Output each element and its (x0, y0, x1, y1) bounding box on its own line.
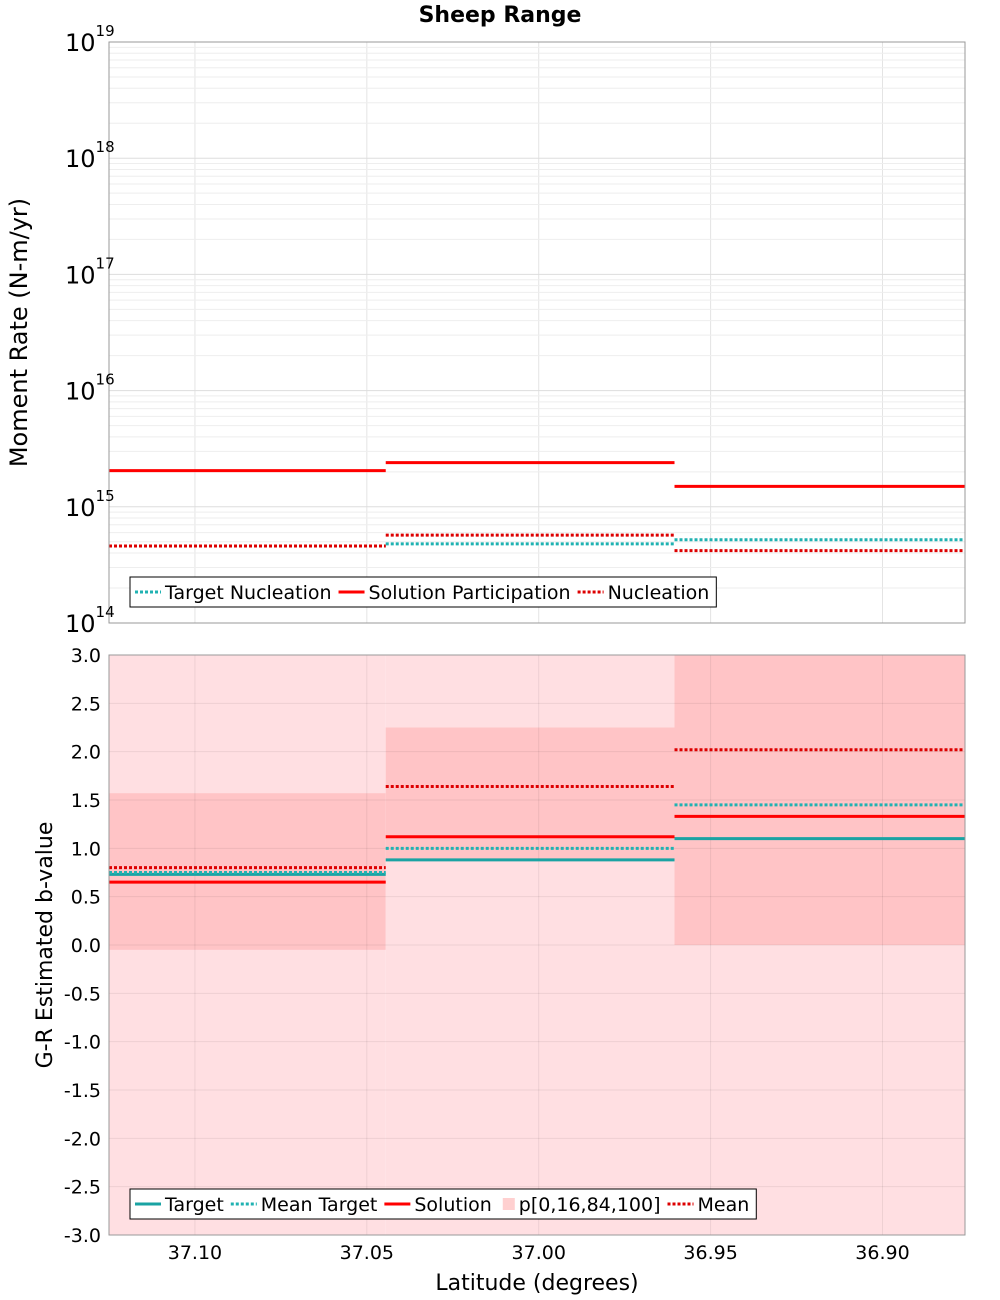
top-y-tick-label: 1016 (65, 371, 115, 406)
bottom-y-tick-label: -3.0 (64, 1225, 101, 1247)
top-y-tick-label: 1018 (65, 138, 115, 173)
bottom-y-tick-label: 0.5 (71, 887, 101, 909)
bottom-y-tick-label: -0.5 (64, 983, 101, 1005)
legend-label: Nucleation (608, 582, 710, 604)
legend-label: Solution (414, 1194, 491, 1216)
bottom-series (109, 748, 965, 884)
bottom-y-tick-label: -1.0 (64, 1032, 101, 1054)
bottom-legend: Target Mean Target Solution p[0,16,84,100] M… (129, 1188, 757, 1220)
top-plot-frame (108, 41, 966, 624)
legend-label: Target Nucleation (164, 582, 332, 604)
x-tick-label: 36.90 (855, 1242, 909, 1264)
bottom-y-tick-label: -1.5 (64, 1080, 101, 1102)
legend-label: Mean Target (261, 1194, 378, 1216)
top-y-axis-label: Moment Rate (N-m/yr) (5, 198, 33, 467)
x-tick-label: 37.00 (512, 1242, 566, 1264)
legend-swatch (502, 1198, 515, 1210)
x-tick-label: 37.05 (340, 1242, 394, 1264)
bottom-y-tick-label: -2.0 (64, 1128, 101, 1150)
legend-box (129, 576, 717, 608)
bottom-y-ticks: 3.0 2.5 2.0 1.5 1.0 0.5 0.0 -0.5 -1.0 -1.5 -2.0 -2.… (64, 645, 101, 1247)
bottom-y-tick-label: 3.0 (71, 645, 101, 667)
bottom-y-tick-label: 1.5 (71, 790, 101, 812)
percentile-bands (109, 655, 965, 1235)
x-tick-label: 36.95 (683, 1242, 737, 1264)
bottom-y-tick-label: 1.0 (71, 838, 101, 860)
bottom-y-axis-label: G-R Estimated b-value (33, 822, 58, 1069)
top-legend: Target Nucleation Solution Participation N… (129, 576, 717, 608)
top-y-tick-label: 1014 (65, 603, 115, 638)
legend-label: p[0,16,84,100] (519, 1194, 661, 1216)
inner-band-1 (385, 727, 675, 860)
top-y-tick-label: 1017 (65, 254, 115, 289)
x-axis-label: Latitude (degrees) (435, 1271, 638, 1296)
bottom-y-tick-label: -2.5 (64, 1177, 101, 1199)
inner-band-2 (674, 655, 965, 945)
top-y-tick-label: 1015 (65, 487, 115, 522)
bottom-y-tick-label: 2.5 (71, 693, 101, 715)
bottom-y-tick-label: 0.0 (71, 935, 101, 957)
top-series (109, 461, 965, 553)
bottom-y-tick-label: 2.0 (71, 742, 101, 764)
chart-title: Sheep Range (419, 3, 582, 28)
top-y-ticks: 1014 1015 1016 1017 1018 1019 (65, 22, 115, 638)
bottom-plot-frame (108, 654, 966, 1236)
x-tick-label: 37.10 (168, 1242, 222, 1264)
moment-rate-panel: 1014 1015 1016 1017 1018 1019 Moment Rate (N-… (5, 22, 966, 638)
b-value-panel: 3.0 2.5 2.0 1.5 1.0 0.5 0.0 -0.5 -1.0 -1.5 -2.0 -2.… (33, 645, 966, 1296)
top-y-tick-label: 1019 (65, 22, 115, 57)
legend-label: Target (164, 1194, 224, 1216)
legend-label: Solution Participation (369, 582, 571, 604)
legend-box (129, 1188, 757, 1220)
legend-label: Mean (698, 1194, 750, 1216)
x-ticks: 37.10 37.05 37.00 36.95 36.90 (168, 1242, 910, 1264)
